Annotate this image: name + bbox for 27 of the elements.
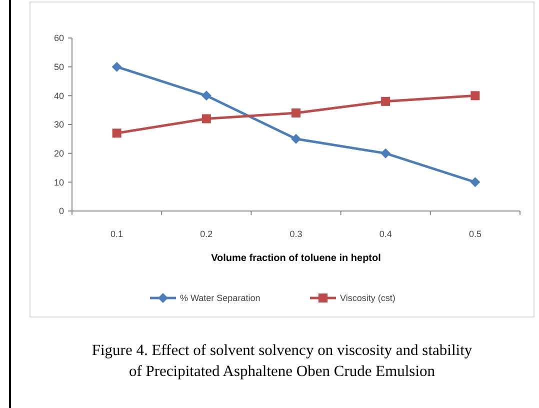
caption: Figure 4. Effect of solvent solvency on viscosity and stability	[92, 342, 472, 359]
point	[202, 114, 211, 124]
x-tick-label: 0.3	[290, 229, 302, 239]
y-tick-label: 40	[54, 90, 64, 101]
text: of Precipitated Asphaltene Oben Crude Emulsion	[128, 363, 436, 380]
y-tick-label: 20	[54, 148, 64, 158]
x-tick-label: 0.5	[468, 229, 482, 239]
point	[470, 91, 480, 100]
x-tick-label: 0.2	[200, 229, 213, 239]
legend-label: % Water Separation	[180, 293, 260, 304]
x-tick-label: 0.1	[110, 229, 124, 239]
point	[291, 134, 301, 144]
x-axis-title: Volume fraction of toluene in heptol	[211, 253, 382, 264]
y-tick-label: 0	[58, 206, 64, 216]
point	[112, 128, 122, 138]
point	[470, 177, 480, 188]
point	[380, 148, 391, 158]
point	[201, 90, 212, 101]
y-tick-label: 30	[54, 120, 64, 130]
y-tick-label: 60	[54, 33, 64, 44]
y-tick-label: 50	[54, 62, 64, 72]
x-tick-label: 0.4	[379, 229, 392, 239]
point	[381, 96, 390, 106]
y-tick-label: 10	[54, 177, 64, 188]
legend-label: Viscosity (cst)	[340, 293, 396, 304]
point	[292, 108, 300, 118]
point	[112, 62, 122, 72]
